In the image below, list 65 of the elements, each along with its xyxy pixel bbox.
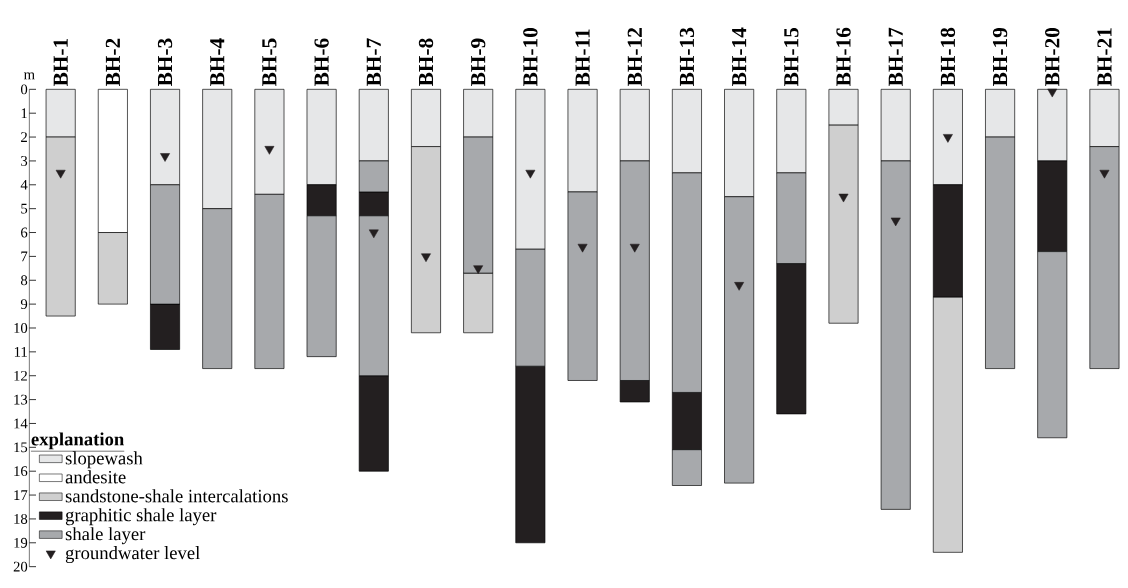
point — [55, 169, 66, 179]
legend-title: explanation — [31, 432, 124, 450]
x-tick-label: BH-10 — [523, 27, 538, 87]
y-tick-label: 20 — [13, 561, 28, 572]
point — [1099, 169, 1110, 179]
legend-label: groundwater level — [65, 546, 200, 564]
point — [943, 134, 953, 143]
y-axis-title: m — [23, 72, 35, 80]
y-tick-label: 17 — [14, 490, 28, 500]
x-tick-label: BH-16 — [836, 27, 851, 87]
legend-label: shale layer — [65, 527, 146, 545]
y-tick-label: 19 — [14, 537, 28, 548]
y-tick-label: 6 — [21, 227, 28, 238]
y-tick-label: 12 — [14, 370, 27, 381]
point — [838, 193, 849, 203]
x-tick-label: BH-15 — [784, 27, 799, 87]
y-tick-label: 1 — [21, 108, 27, 119]
y-tick-label: 16 — [14, 466, 28, 477]
point — [421, 253, 431, 262]
point — [473, 265, 484, 274]
x-tick-label: BH-3 — [157, 38, 173, 87]
point — [577, 243, 588, 253]
y-tick-label: 4 — [20, 179, 28, 190]
point — [1047, 88, 1058, 98]
x-tick-label: BH-12 — [627, 28, 642, 87]
x-tick-label: BH-20 — [1045, 27, 1060, 87]
point — [160, 153, 170, 162]
y-tick-label: 7 — [21, 251, 28, 262]
y-tick-label: 8 — [20, 275, 28, 286]
y-tick-label: 5 — [21, 203, 28, 214]
y-tick-label: 18 — [14, 513, 28, 524]
y-tick-label: 3 — [21, 156, 28, 166]
x-tick-label: BH-8 — [418, 38, 434, 87]
y-tick-label: 10 — [14, 323, 28, 333]
legend-label: graphitic shale layer — [65, 508, 217, 526]
y-tick-label: 9 — [20, 299, 28, 310]
x-tick-label: BH-6 — [314, 38, 329, 87]
point — [734, 282, 745, 291]
y-tick-label: 0 — [20, 84, 28, 95]
y-tick-label: 2 — [21, 132, 27, 142]
point — [368, 229, 379, 239]
point — [525, 169, 536, 179]
x-tick-label: BH-1 — [53, 38, 68, 87]
legend-label: andesite — [65, 470, 126, 484]
x-tick-label: BH-21 — [1097, 28, 1112, 87]
x-tick-label: BH-18 — [940, 27, 956, 87]
point — [629, 243, 640, 253]
x-tick-label: BH-4 — [210, 38, 225, 87]
legend-label: sandstone-shale intercalations — [65, 489, 288, 503]
x-tick-label: BH-11 — [575, 29, 590, 87]
x-tick-label: BH-13 — [679, 27, 695, 87]
x-tick-label: BH-14 — [732, 27, 747, 87]
point — [890, 217, 901, 227]
x-tick-label: BH-17 — [888, 27, 903, 87]
x-tick-label: BH-19 — [992, 27, 1008, 87]
y-tick-label: 13 — [14, 394, 28, 405]
legend-label: slopewash — [65, 451, 143, 469]
x-tick-label: BH-5 — [262, 38, 277, 87]
y-tick-label: 14 — [14, 418, 28, 429]
y-tick-label: 11 — [14, 347, 27, 357]
x-tick-label: BH-9 — [471, 38, 486, 87]
y-tick-label: 15 — [14, 442, 28, 453]
x-tick-label: BH-7 — [366, 38, 381, 87]
x-tick-label: BH-2 — [105, 38, 120, 87]
point — [264, 146, 275, 155]
